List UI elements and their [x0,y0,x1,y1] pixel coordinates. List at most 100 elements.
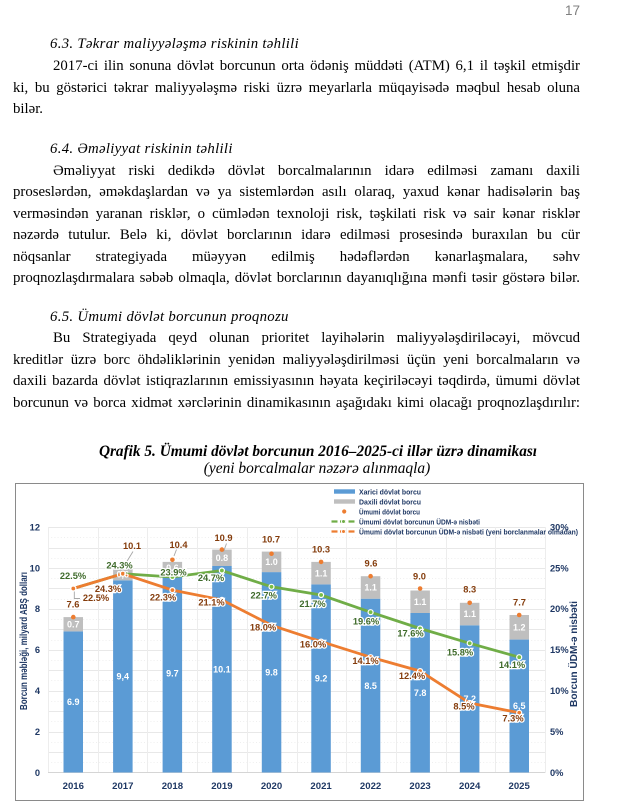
svg-text:20%: 20% [550,604,569,614]
svg-text:2023: 2023 [409,781,430,792]
svg-text:10.4: 10.4 [169,540,188,550]
svg-text:6,5: 6,5 [513,701,526,711]
svg-text:9.7: 9.7 [166,669,179,679]
svg-text:8.5: 8.5 [364,681,377,691]
svg-text:16.0%: 16.0% [300,640,327,650]
svg-text:1.1: 1.1 [463,609,476,619]
svg-text:19.6%: 19.6% [353,616,380,626]
svg-text:Daxili dövlət borcu: Daxili dövlət borcu [359,497,421,506]
svg-text:22.3%: 22.3% [150,592,177,602]
svg-text:22.5%: 22.5% [83,593,110,603]
svg-text:1.2: 1.2 [513,623,526,633]
svg-text:Borcun məbləği, milyard ABŞ do: Borcun məbləği, milyard ABŞ dolları [19,572,30,710]
svg-text:23.9%: 23.9% [160,567,187,577]
svg-text:2017: 2017 [112,781,133,792]
svg-text:10.9: 10.9 [214,533,232,543]
svg-text:8.5%: 8.5% [453,701,475,711]
svg-text:9,4: 9,4 [117,672,130,682]
svg-text:2020: 2020 [261,781,282,792]
svg-text:15%: 15% [550,645,569,655]
svg-text:10%: 10% [550,686,569,696]
svg-text:5%: 5% [550,727,564,737]
svg-text:14.1%: 14.1% [352,656,379,666]
svg-text:24.3%: 24.3% [106,560,133,570]
svg-text:8.5%: 8.5% [453,701,475,711]
svg-text:9.8: 9.8 [265,668,278,678]
svg-text:22.5%: 22.5% [83,593,110,603]
svg-text:0.7: 0.7 [67,619,80,629]
svg-text:10.1: 10.1 [213,664,231,674]
svg-text:16.0%: 16.0% [300,640,327,650]
svg-text:2021: 2021 [310,781,332,792]
svg-text:22.3%: 22.3% [150,592,177,602]
svg-text:21.1%: 21.1% [198,597,225,607]
svg-text:22.5%: 22.5% [60,571,87,581]
svg-text:8: 8 [35,604,40,614]
svg-text:Xarici dövlət borcu: Xarici dövlət borcu [359,487,421,496]
svg-text:1.0: 1.0 [265,557,278,567]
svg-text:0,6: 0,6 [117,569,130,579]
svg-text:2: 2 [35,727,40,737]
svg-text:8.3: 8.3 [463,584,476,594]
svg-text:Ümumi dövlət borcunun ÜDM-ə ni: Ümumi dövlət borcunun ÜDM-ə nisbəti [359,517,480,526]
svg-text:19.6%: 19.6% [353,616,380,626]
svg-text:15.8%: 15.8% [447,648,474,658]
svg-text:1.1: 1.1 [315,568,328,578]
svg-text:10: 10 [30,563,40,573]
svg-text:Ümumi dövlət borcu: Ümumi dövlət borcu [359,507,420,516]
svg-text:4: 4 [35,686,41,696]
svg-text:24.7%: 24.7% [198,573,225,583]
svg-text:2018: 2018 [162,781,184,792]
svg-text:12.4%: 12.4% [399,671,426,681]
svg-text:21.1%: 21.1% [198,597,225,607]
svg-text:0: 0 [35,768,40,778]
svg-text:14.1%: 14.1% [499,660,526,670]
svg-text:24.3%: 24.3% [95,584,122,594]
svg-text:22.7%: 22.7% [251,591,278,601]
svg-text:0.6: 0.6 [166,563,179,573]
svg-text:21.7%: 21.7% [299,599,326,609]
svg-text:18.0%: 18.0% [250,623,277,633]
svg-text:7.2: 7.2 [463,694,476,704]
svg-text:2019: 2019 [211,781,232,792]
svg-text:7.8: 7.8 [414,688,427,698]
svg-text:24.7%: 24.7% [198,573,225,583]
svg-text:10.7: 10.7 [262,534,280,544]
svg-text:17.6%: 17.6% [397,628,424,638]
svg-text:0.8: 0.8 [216,553,229,563]
svg-text:25%: 25% [550,563,569,573]
svg-text:21.7%: 21.7% [299,599,326,609]
svg-text:23.9%: 23.9% [160,567,187,577]
svg-text:12: 12 [30,522,40,532]
svg-text:6.9: 6.9 [67,697,80,707]
svg-text:9.0: 9.0 [413,571,426,581]
svg-text:7.6: 7.6 [67,599,80,609]
svg-text:17.6%: 17.6% [397,628,424,638]
svg-text:Borcun ÜDM-ə nisbəti: Borcun ÜDM-ə nisbəti [567,601,580,707]
svg-text:2025: 2025 [509,781,531,792]
svg-text:18.0%: 18.0% [250,623,277,633]
svg-text:7.7: 7.7 [513,597,526,607]
svg-text:9.2: 9.2 [315,674,328,684]
svg-text:2016: 2016 [63,781,84,792]
svg-text:1.1: 1.1 [364,583,377,593]
svg-text:9.6: 9.6 [365,558,378,568]
svg-text:15.8%: 15.8% [447,648,474,658]
svg-text:22.5%: 22.5% [60,571,87,581]
svg-text:Ümumi dövlət borcunun ÜDM-ə ni: Ümumi dövlət borcunun ÜDM-ə nisbəti (yen… [359,527,578,536]
svg-text:10.1: 10.1 [123,541,141,551]
svg-text:14.1%: 14.1% [499,660,526,670]
svg-text:2024: 2024 [459,781,481,792]
svg-text:7.3%: 7.3% [502,713,524,723]
svg-text:14.1%: 14.1% [352,656,379,666]
svg-text:7.3%: 7.3% [502,713,524,723]
svg-text:10.3: 10.3 [312,544,330,554]
svg-text:6: 6 [35,645,40,655]
svg-text:22.7%: 22.7% [251,591,278,601]
svg-text:0%: 0% [550,768,564,778]
svg-text:24.3%: 24.3% [106,560,133,570]
svg-text:2022: 2022 [360,781,381,792]
svg-text:30%: 30% [550,522,569,532]
svg-text:24.3%: 24.3% [95,584,122,594]
svg-text:1.1: 1.1 [414,597,427,607]
